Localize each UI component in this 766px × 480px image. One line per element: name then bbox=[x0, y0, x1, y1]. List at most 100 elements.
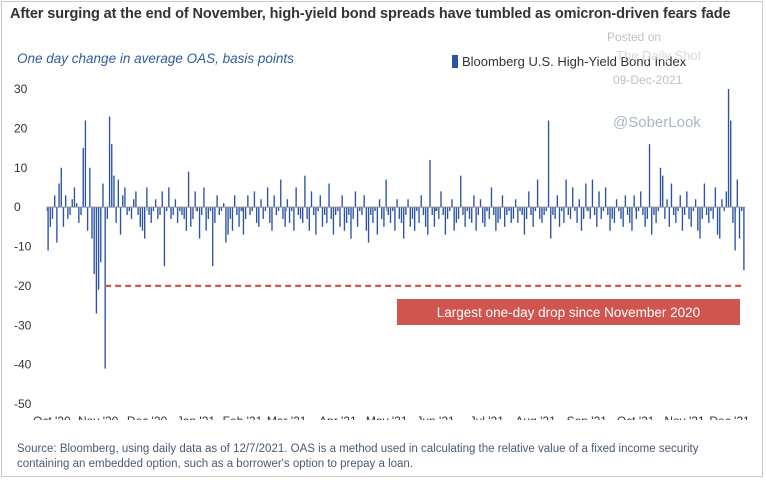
bar bbox=[203, 187, 205, 208]
bar bbox=[451, 199, 453, 208]
bar bbox=[686, 191, 688, 208]
bar bbox=[429, 159, 431, 208]
bar bbox=[741, 207, 743, 212]
bar bbox=[104, 207, 106, 369]
bar bbox=[466, 207, 469, 212]
bar bbox=[484, 207, 486, 227]
bar bbox=[545, 207, 548, 212]
bar bbox=[400, 207, 403, 223]
bar bbox=[396, 199, 398, 208]
bar bbox=[422, 207, 425, 216]
y-tick-label: -50 bbox=[14, 397, 32, 411]
bar bbox=[624, 195, 627, 208]
bar bbox=[705, 207, 708, 216]
bar bbox=[383, 207, 385, 227]
legend: Bloomberg U.S. High-Yield Bond Index bbox=[452, 54, 686, 69]
bar bbox=[196, 207, 199, 212]
bar bbox=[712, 207, 714, 219]
bar bbox=[163, 207, 166, 267]
bar bbox=[352, 207, 354, 219]
bar bbox=[732, 207, 734, 223]
bar bbox=[258, 207, 260, 227]
bar bbox=[242, 207, 245, 235]
bar bbox=[482, 207, 484, 223]
bar bbox=[277, 207, 280, 212]
bar bbox=[495, 207, 497, 231]
bar bbox=[578, 199, 580, 208]
bar bbox=[317, 207, 319, 212]
bar bbox=[128, 207, 130, 212]
bar bbox=[657, 207, 659, 212]
bar bbox=[596, 207, 598, 227]
bar bbox=[378, 199, 381, 208]
bar bbox=[201, 207, 203, 216]
bar bbox=[534, 207, 537, 212]
bar bbox=[567, 207, 569, 216]
bar bbox=[240, 207, 242, 212]
bar bbox=[280, 179, 282, 208]
bar bbox=[734, 207, 736, 251]
bar bbox=[604, 187, 607, 208]
bar bbox=[453, 207, 455, 231]
bar bbox=[536, 179, 539, 208]
bar bbox=[701, 207, 703, 219]
bar bbox=[313, 207, 315, 216]
bar bbox=[170, 207, 172, 219]
bar bbox=[293, 207, 295, 231]
x-tick-label: Nov '21 bbox=[664, 414, 705, 420]
bar bbox=[385, 179, 387, 208]
bar bbox=[137, 207, 139, 216]
bar bbox=[552, 207, 554, 216]
bar bbox=[541, 207, 543, 223]
bar bbox=[716, 207, 719, 235]
bar bbox=[530, 207, 532, 216]
bar bbox=[690, 207, 692, 227]
bar bbox=[139, 207, 141, 227]
bar bbox=[269, 207, 271, 223]
bar bbox=[295, 187, 297, 208]
bar bbox=[629, 207, 631, 223]
bar bbox=[374, 207, 376, 212]
y-tick-label: 0 bbox=[14, 200, 21, 214]
bar bbox=[501, 195, 504, 208]
bar bbox=[683, 207, 686, 216]
bar bbox=[218, 207, 220, 216]
bar bbox=[550, 207, 552, 239]
bar bbox=[51, 207, 54, 219]
bar bbox=[117, 179, 120, 208]
bar bbox=[135, 191, 137, 208]
bar bbox=[337, 207, 339, 212]
bar bbox=[455, 207, 458, 223]
bar bbox=[69, 207, 71, 216]
bar bbox=[216, 195, 218, 208]
x-tick-label: Feb '21 bbox=[223, 414, 263, 420]
bar bbox=[62, 207, 65, 227]
bar bbox=[144, 207, 146, 239]
bar bbox=[108, 116, 111, 208]
bar bbox=[183, 207, 185, 219]
bar bbox=[727, 89, 730, 208]
bar bbox=[433, 207, 436, 227]
bar bbox=[580, 207, 583, 231]
bar bbox=[666, 199, 668, 208]
x-tick-label: Nov '20 bbox=[78, 414, 119, 420]
bar bbox=[130, 207, 133, 219]
bar bbox=[407, 199, 409, 208]
bar bbox=[236, 207, 238, 216]
bar bbox=[681, 207, 684, 231]
bar bbox=[291, 207, 293, 212]
bar bbox=[328, 183, 330, 208]
bar bbox=[244, 207, 247, 219]
bar bbox=[646, 207, 648, 219]
bar bbox=[174, 199, 177, 208]
bar bbox=[490, 187, 493, 208]
bar bbox=[86, 207, 89, 231]
bar bbox=[499, 207, 501, 219]
bar bbox=[238, 207, 240, 227]
bar bbox=[220, 207, 223, 212]
bar bbox=[471, 207, 473, 223]
bar bbox=[297, 207, 299, 216]
bar bbox=[229, 207, 231, 219]
x-tick-label: Mar '21 bbox=[267, 414, 307, 420]
bar bbox=[508, 207, 510, 212]
